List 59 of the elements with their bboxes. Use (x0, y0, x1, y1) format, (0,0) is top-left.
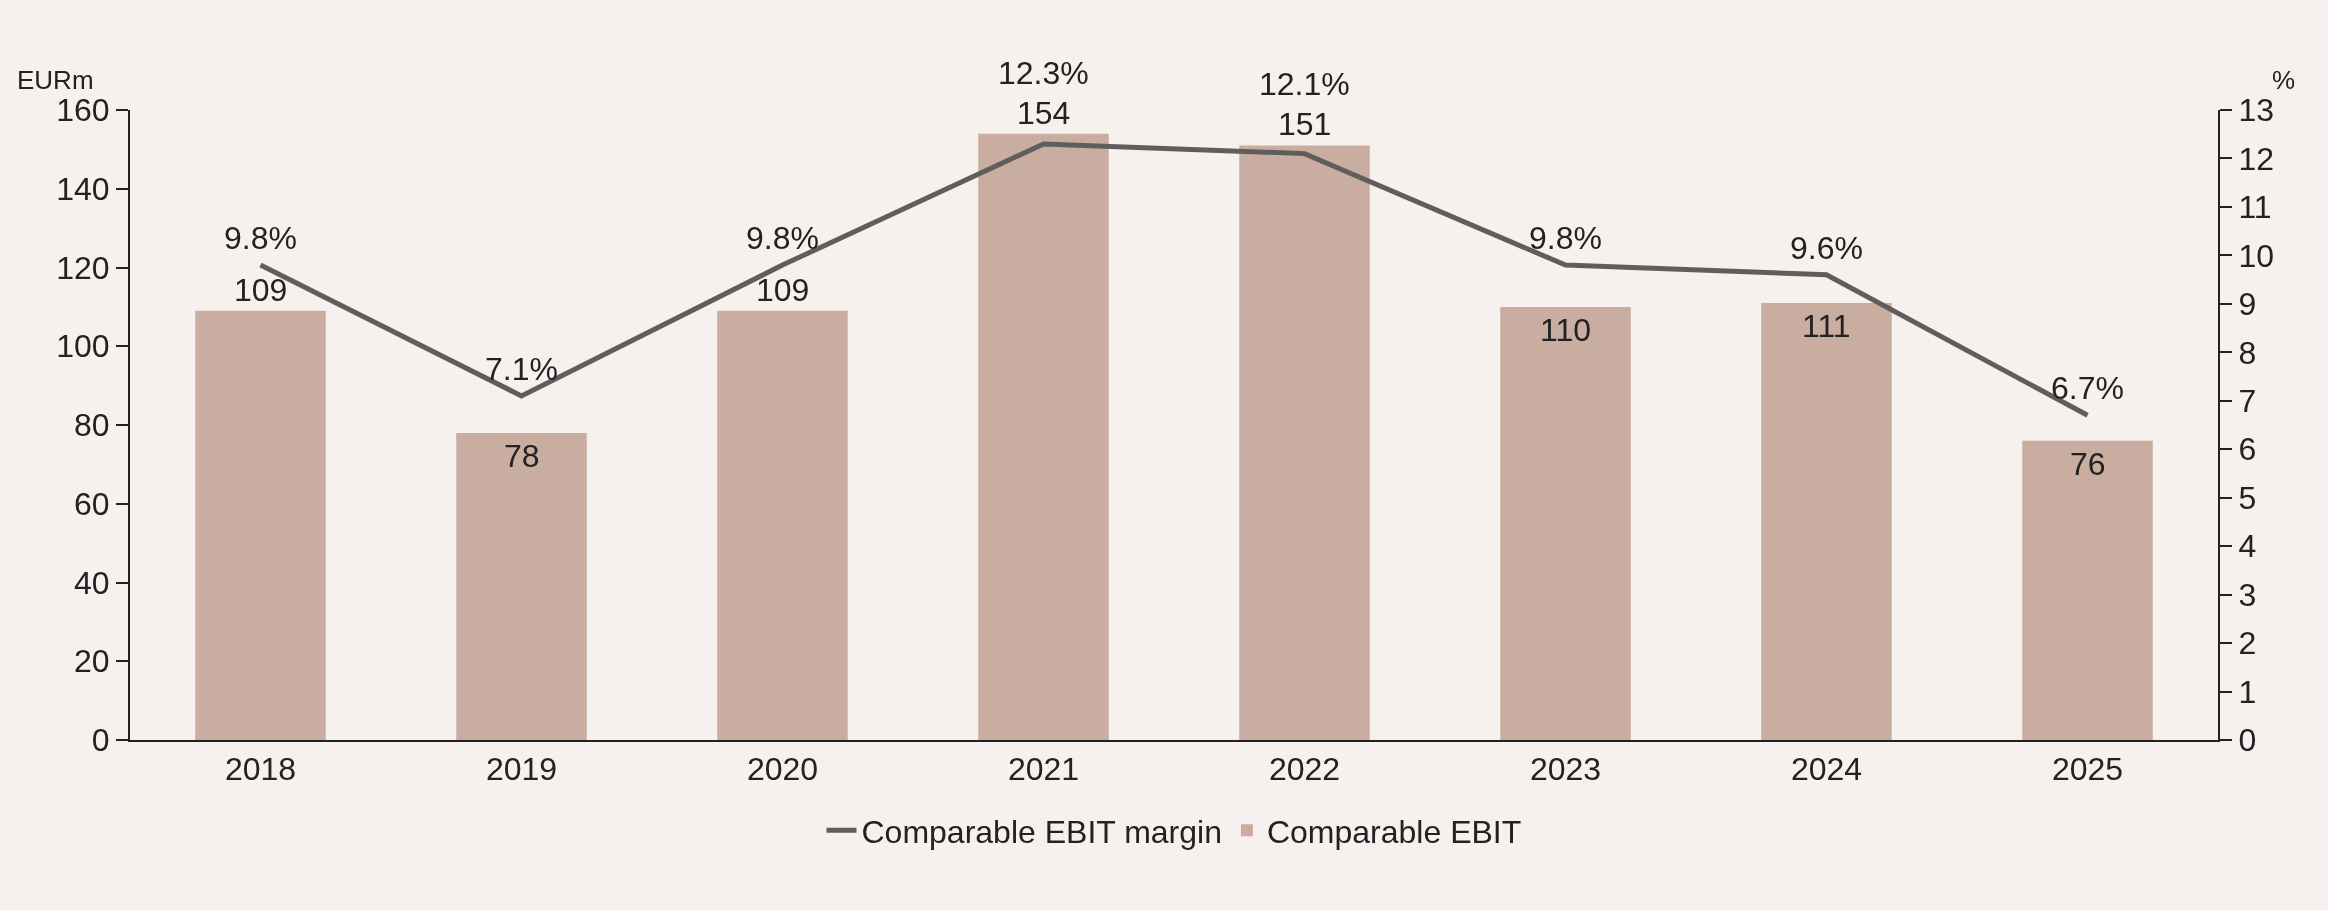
y-tick-label: 40 (74, 564, 110, 601)
y-tick-label: 60 (74, 485, 110, 522)
y-axis-title: EURm (17, 65, 94, 95)
y2-tick-label: 8 (2238, 334, 2257, 371)
data-label: 109 (756, 272, 810, 308)
y-tick-label: 160 (56, 92, 110, 129)
bar (1239, 145, 1370, 740)
y2-axis-title: % (2272, 65, 2296, 95)
y2-tick-label: 0 (2238, 722, 2257, 759)
x-tick-label: 2025 (2051, 751, 2124, 788)
y-tick-label: 80 (74, 407, 110, 444)
y2-tick-label: 5 (2238, 479, 2257, 516)
bar (1761, 302, 1892, 740)
data-label: 6.7% (2051, 370, 2124, 406)
x-tick-label: 2022 (1268, 751, 1341, 788)
data-label: 9.8% (746, 220, 819, 256)
data-label: 12.1% (1259, 66, 1350, 102)
data-label: 9.8% (224, 220, 297, 256)
y-tick-label: 140 (56, 170, 110, 207)
x-tick-label: 2023 (1529, 751, 1602, 788)
bar (2022, 440, 2153, 740)
y-tick-label: 120 (56, 249, 110, 286)
bar (1500, 306, 1631, 740)
x-tick-label: 2021 (1007, 751, 1080, 788)
y-tick-label: 100 (56, 328, 110, 365)
data-label: 109 (234, 272, 288, 308)
y2-tick-label: 7 (2238, 382, 2257, 419)
data-label: 111 (1802, 308, 1851, 344)
x-tick-label: 2020 (746, 751, 819, 788)
x-tick-label: 2018 (224, 751, 297, 788)
data-label: 154 (1017, 95, 1071, 131)
y2-tick-label: 13 (2238, 92, 2274, 129)
y2-tick-label: 6 (2238, 431, 2257, 468)
y2-tick-label: 4 (2238, 528, 2257, 565)
data-label: 7.1% (485, 351, 558, 387)
y2-tick-label: 1 (2238, 673, 2257, 710)
data-label: 110 (1540, 312, 1592, 348)
y2-tick-label: 12 (2238, 140, 2274, 177)
x-tick-label: 2019 (485, 751, 558, 788)
y2-tick-label: 11 (2238, 189, 2272, 226)
bar (195, 310, 326, 740)
y-tick-label: 20 (74, 643, 110, 680)
x-tick-label: 2024 (1790, 751, 1863, 788)
data-label: 151 (1278, 106, 1332, 142)
bar (717, 310, 848, 740)
data-label: 9.8% (1529, 220, 1602, 256)
legend-label: Comparable EBIT (1266, 813, 1522, 850)
y2-tick-label: 10 (2238, 237, 2274, 274)
data-label: 78 (504, 438, 540, 474)
y2-tick-label: 3 (2238, 576, 2257, 613)
y2-tick-label: 2 (2238, 625, 2257, 662)
data-label: 12.3% (998, 55, 1089, 91)
legend-label: Comparable EBIT margin (861, 813, 1222, 850)
y2-tick-label: 9 (2238, 286, 2257, 323)
y-tick-label: 0 (91, 722, 110, 759)
bar (978, 133, 1109, 740)
data-label: 9.6% (1790, 230, 1863, 266)
data-label: 76 (2070, 446, 2106, 482)
bar (456, 432, 587, 740)
